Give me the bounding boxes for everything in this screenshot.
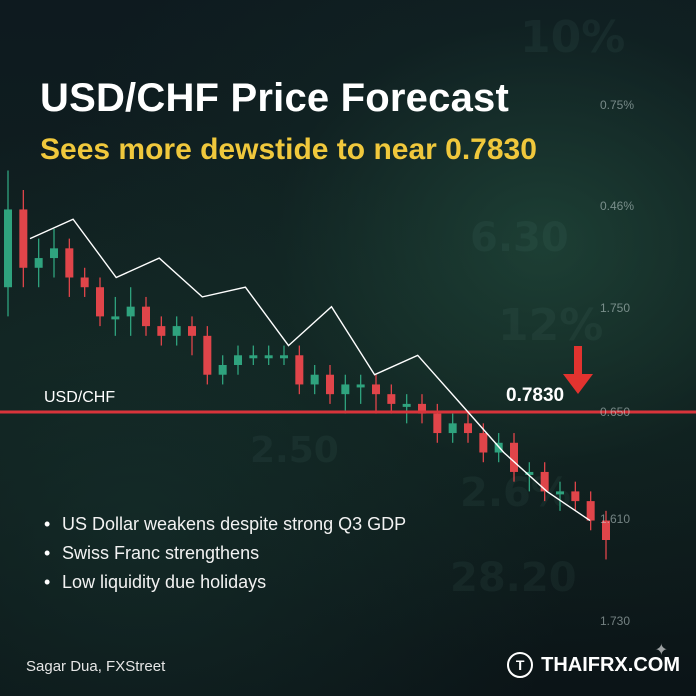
bullet-list: • US Dollar weakens despite strong Q3 GDP… (44, 510, 406, 597)
candle-body (448, 423, 457, 434)
candle-body (234, 355, 242, 365)
candle-body (142, 306, 150, 327)
author-credit: Sagar Dua, FXStreet (26, 658, 166, 675)
candle-body (19, 209, 28, 268)
candle-body (602, 520, 610, 540)
candle-body (264, 355, 273, 359)
pair-label: USD/CHF (44, 389, 116, 406)
candle-body (295, 355, 304, 385)
candle-body (280, 355, 288, 359)
bg-number: 10% (520, 12, 626, 63)
bg-number: 2.6% (460, 470, 571, 516)
brand-logo-icon: T (507, 652, 534, 678)
bg-number: 2.50 (250, 430, 339, 471)
bullet-icon: • (44, 543, 51, 563)
candle-body (96, 287, 104, 317)
bullet-icon: • (44, 514, 51, 534)
support-level-label: 0.7830 (506, 385, 565, 406)
brand-name: THAIFRX.COM (541, 653, 680, 676)
candle-body (4, 209, 12, 288)
candle-body (80, 277, 89, 288)
bg-number: 12% (498, 300, 604, 351)
candle-body (510, 442, 518, 472)
candle-body (188, 326, 196, 336)
candle-body (34, 258, 43, 268)
list-item: • Swiss Franc strengthens (44, 539, 406, 568)
candle-body (356, 384, 365, 388)
candle-body (556, 491, 564, 495)
candle-body (126, 306, 135, 317)
candle-body (418, 403, 426, 414)
y-tick-label: 0.75% (600, 98, 635, 112)
y-tick-label: 1.750 (600, 301, 631, 315)
bg-number: 6.30 (470, 215, 569, 261)
candle-body (172, 326, 181, 336)
candle-body (218, 365, 227, 375)
trend-line (29, 218, 591, 522)
candle-body (326, 374, 334, 395)
brand-watermark[interactable]: T THAIFRX.COM (507, 652, 680, 678)
candles-group (4, 170, 610, 560)
candle-body (341, 384, 350, 395)
list-item: • Low liquidity due holidays (44, 568, 406, 597)
down-arrow-icon (563, 346, 593, 394)
bullet-icon: • (44, 572, 51, 592)
bg-number: 28.20 (450, 555, 577, 601)
sparkle-icon: ✦ (654, 642, 668, 659)
candle-body (540, 471, 549, 492)
y-tick-label: 0.46% (600, 199, 635, 213)
candle-body (464, 423, 472, 434)
candle-body (586, 501, 595, 521)
candle-body (479, 433, 488, 453)
candle-body (111, 316, 120, 320)
page-subtitle: Sees more dewstide to near 0.7830 (40, 133, 537, 166)
candle-body (525, 471, 534, 475)
candle-body (249, 355, 258, 359)
bullet-text: Swiss Franc strengthens (62, 543, 260, 563)
candle-body (571, 491, 580, 502)
bullet-text: Low liquidity due holidays (62, 572, 267, 592)
candle-body (387, 394, 396, 404)
y-tick-label: 1.610 (600, 512, 631, 526)
list-item: • US Dollar weakens despite strong Q3 GDP (44, 510, 406, 539)
candle-body (402, 403, 411, 407)
candle-body (203, 335, 212, 375)
y-tick-label: 1.730 (600, 614, 631, 628)
candle-body (372, 384, 380, 395)
candle-body (433, 413, 442, 434)
candle-body (65, 248, 74, 278)
candle-body (157, 326, 166, 336)
y-tick-label: 0.650 (600, 405, 631, 419)
page-title: USD/CHF Price Forecast (40, 76, 509, 120)
candle-body (310, 374, 319, 385)
bullet-text: US Dollar weakens despite strong Q3 GDP (62, 514, 407, 534)
candle-body (50, 248, 58, 259)
